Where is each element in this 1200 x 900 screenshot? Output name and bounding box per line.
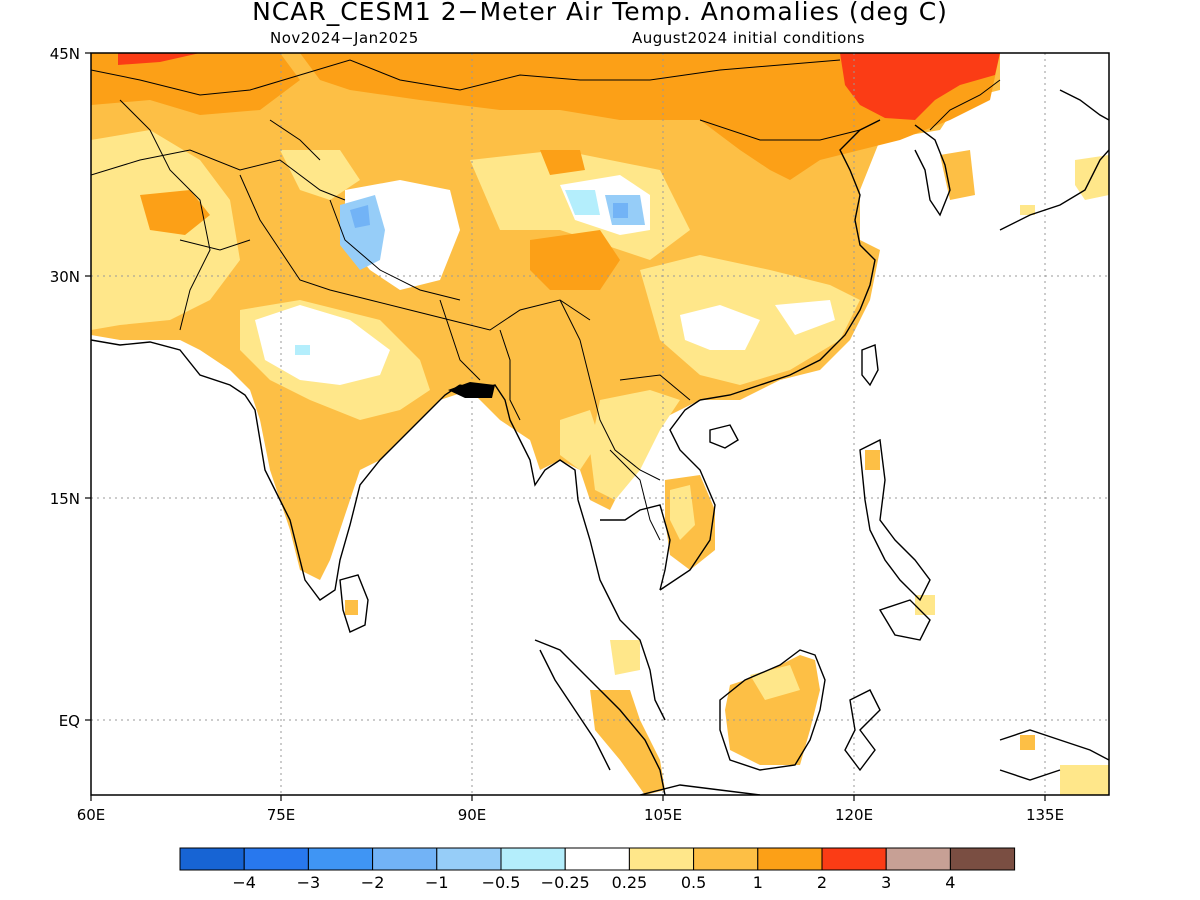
lat-label-15n: 15N [50, 490, 80, 508]
lon-label-120e: 120E [835, 806, 873, 824]
colorbar-label: 0.5 [681, 873, 706, 892]
colorbar-swatch [372, 847, 438, 871]
colorbar-swatch [949, 847, 1016, 871]
initial-conditions: August2024 initial conditions [632, 29, 866, 47]
colorbar-label: −4 [232, 873, 256, 892]
colorbar-swatch [757, 847, 823, 871]
colorbar-label: −3 [297, 873, 321, 892]
forecast-period: Nov2024−Jan2025 [270, 29, 419, 47]
colorbar-swatch [693, 847, 759, 871]
map-title: NCAR_CESM1 2−Meter Air Temp. Anomalies (… [252, 0, 948, 26]
strong-warm-anomaly [91, 53, 300, 115]
map-frame [90, 52, 1110, 796]
lat-label-eq: EQ [59, 712, 80, 730]
colorbar: −4 −3 −2 −1 −0.5 −0.25 0.25 0.5 1 2 3 4 [179, 847, 1016, 892]
colorbar-swatch [885, 847, 951, 871]
colorbar-label: −2 [361, 873, 385, 892]
colorbar-swatch [500, 847, 566, 871]
lon-label-60e: 60E [77, 806, 106, 824]
colorbar-label: −1 [425, 873, 449, 892]
colorbar-label: 1 [753, 873, 763, 892]
country-borders [91, 59, 1001, 541]
anomaly-field [91, 53, 1109, 795]
colorbar-swatch [179, 847, 245, 871]
colorbar-swatch [821, 847, 887, 871]
colorbar-swatch [628, 847, 695, 871]
graticule [91, 53, 1109, 795]
colorbar-swatch [564, 847, 630, 871]
colorbar-label: −0.25 [541, 873, 590, 892]
lon-label-75e: 75E [267, 806, 296, 824]
lon-label-105e: 105E [644, 806, 682, 824]
colorbar-label: −0.5 [482, 873, 521, 892]
colorbar-label: 3 [881, 873, 891, 892]
hot-anomaly-northeast [840, 53, 1000, 120]
colorbar-label: 4 [945, 873, 955, 892]
colorbar-swatch [243, 847, 309, 871]
lon-label-90e: 90E [458, 806, 487, 824]
lat-label-30n: 30N [50, 268, 80, 286]
lat-label-45n: 45N [50, 45, 80, 63]
tick-marks [85, 52, 1046, 801]
lon-label-135e: 135E [1026, 806, 1064, 824]
colorbar-label: 0.25 [612, 873, 648, 892]
colorbar-swatch [436, 847, 502, 871]
colorbar-label: 2 [817, 873, 827, 892]
colorbar-swatch [307, 847, 374, 871]
delta-detail [448, 382, 495, 398]
